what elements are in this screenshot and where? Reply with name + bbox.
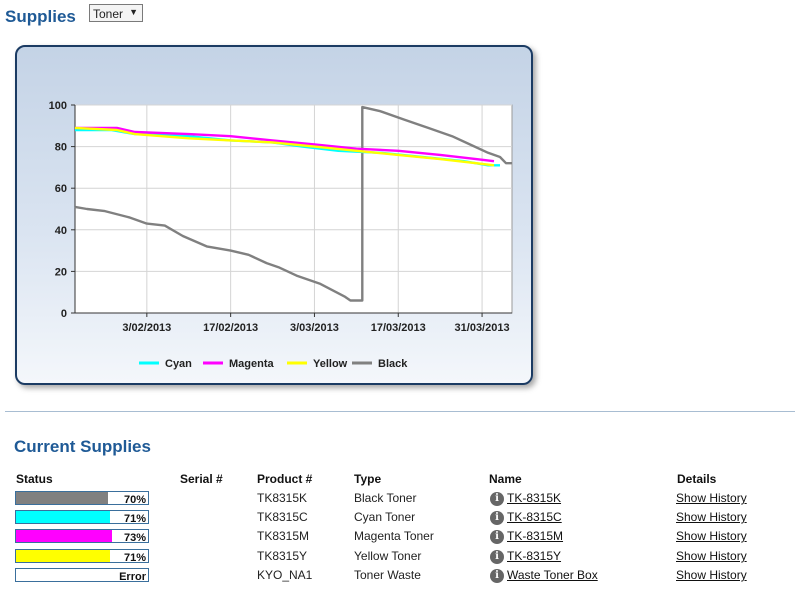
supply-level-bar: 71% [15,510,149,525]
supply-level-label: Error [119,571,146,583]
section-divider [5,411,795,412]
info-icon[interactable]: i [490,511,504,525]
chart-panel: 0 20 40 60 80 100 3/02/2013 17/02/2013 3/03/2013… [15,45,533,385]
show-history-link[interactable]: Show History [676,549,747,563]
supply-type-value: Toner [93,7,124,21]
series-line-black [74,105,512,302]
supply-name-link[interactable]: TK-8315Y [507,549,562,563]
type-cell: Cyan Toner [354,510,416,524]
page-title: Supplies [5,7,76,26]
y-tick-label: 20 [55,266,67,278]
type-cell: Magenta Toner [354,529,434,543]
y-tick-label: 100 [49,100,67,112]
product-cell: TK8315K [257,491,308,505]
supplies-history-chart: 0 20 40 60 80 100 3/02/2013 17/02/2013 3/03/2013… [49,100,513,370]
supply-level-bar: Error [15,568,149,583]
col-header-status: Status [16,472,53,486]
show-history-link[interactable]: Show History [676,491,747,505]
x-tick-label: 31/03/2013 [455,322,510,334]
series-line-magenta [75,126,495,163]
supply-type-select[interactable]: Toner ▼ [89,4,143,22]
info-icon[interactable]: i [490,569,504,583]
x-tick-label: 3/02/2013 [122,322,171,334]
col-header-name: Name [489,472,522,486]
series-line-yellow [74,126,495,167]
legend-label-magenta: Magenta [229,358,275,370]
supply-level-bar: 70% [15,491,149,506]
product-cell: TK8315Y [257,549,308,563]
supply-level-label: 70% [123,494,146,506]
info-icon[interactable]: i [490,492,504,506]
product-cell: TK8315C [257,510,308,524]
supply-level-fill [16,530,113,542]
supply-level-label: 71% [123,552,146,564]
supply-level-fill [16,492,109,504]
type-cell: Black Toner [354,491,417,505]
table-row: 70% TK8315K Black Toner i TK-8315K Show Histo… [0,489,800,509]
legend-label-cyan: Cyan [165,358,192,370]
supply-level-fill [16,511,110,523]
table-row: 73% TK8315M Magenta Toner i TK-8315M Show His… [0,527,800,547]
supply-level-fill [16,550,110,562]
x-tick-label: 17/03/2013 [371,322,426,334]
table-row: 71% TK8315Y Yellow Toner i TK-8315Y Show Hist… [0,547,800,567]
supply-name-link[interactable]: TK-8315M [507,529,564,543]
supply-level-bar: 71% [15,549,149,564]
col-header-details: Details [677,472,717,486]
supply-level-label: 73% [123,532,146,544]
y-tick-label: 60 [55,183,67,195]
supply-name-link[interactable]: TK-8315C [507,510,562,524]
chevron-down-icon: ▼ [129,7,138,17]
info-icon[interactable]: i [490,550,504,564]
info-icon[interactable]: i [490,530,504,544]
supply-level-bar: 73% [15,529,149,544]
supply-name-link[interactable]: TK-8315K [507,491,562,505]
type-cell: Toner Waste [354,568,421,582]
x-tick-label: 17/02/2013 [203,322,258,334]
type-cell: Yellow Toner [354,549,422,563]
col-header-serial: Serial # [180,472,223,486]
show-history-link[interactable]: Show History [676,510,747,524]
product-cell: TK8315M [257,529,310,543]
plot-area [74,104,513,314]
col-header-type: Type [354,472,382,486]
y-tick-label: 80 [55,142,67,154]
show-history-link[interactable]: Show History [676,529,747,543]
show-history-link[interactable]: Show History [676,568,747,582]
table-row: 71% TK8315C Cyan Toner i TK-8315C Show Histor… [0,508,800,528]
legend-label-black: Black [378,358,408,370]
y-tick-label: 0 [61,308,67,320]
y-tick-label: 40 [55,225,67,237]
col-header-product: Product # [257,472,313,486]
supply-name-link[interactable]: Waste Toner Box [507,568,598,582]
legend-label-yellow: Yellow [313,358,348,370]
table-row: Error KYO_NA1 Toner Waste i Waste Toner Box S… [0,566,800,586]
supply-level-label: 71% [123,513,146,525]
product-cell: KYO_NA1 [257,568,313,582]
current-supplies-title: Current Supplies [14,437,151,456]
x-tick-label: 3/03/2013 [290,322,339,334]
